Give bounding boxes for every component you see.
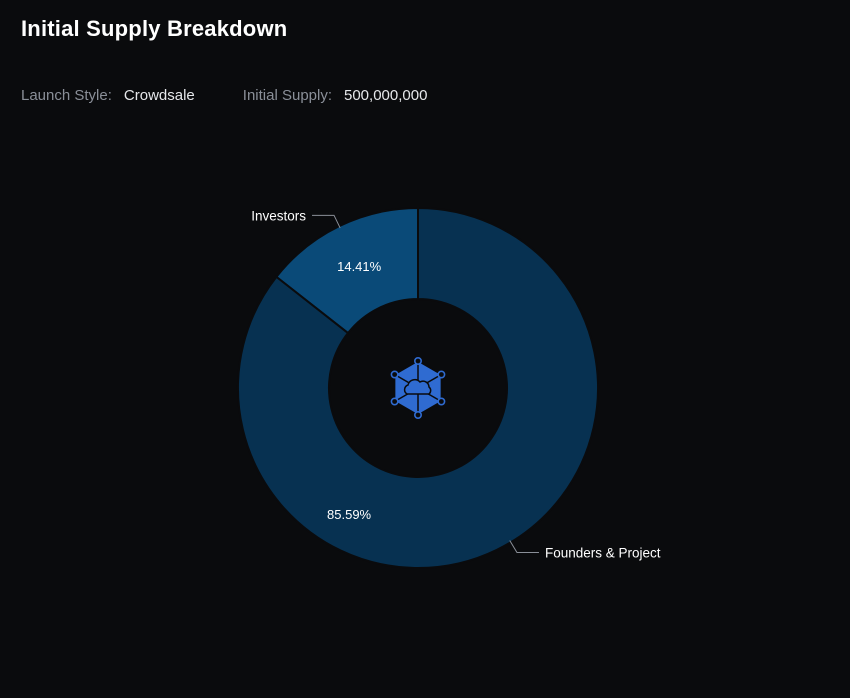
launch-style-label: Launch Style:: [21, 87, 112, 104]
slice-founders-project: [237, 206, 599, 569]
initial-supply-value: 500,000,000: [344, 87, 428, 104]
slice-value-label-investors: 14.41%: [337, 259, 382, 274]
callout-label-investors: Investors: [251, 208, 306, 223]
page-title: Initial Supply Breakdown: [21, 16, 288, 41]
supply-meta: Launch Style: Crowdsale Initial Supply: …: [21, 87, 475, 104]
callout-line-investors: [312, 214, 341, 229]
slice-value-label-founders-project: 85.59%: [327, 507, 372, 522]
storj-hexagon-network-icon: [390, 356, 446, 419]
callout-line-founders-project: [509, 540, 539, 554]
launch-style-value: Crowdsale: [123, 87, 195, 104]
initial-supply-label: Initial Supply:: [242, 87, 332, 104]
callout-label-founders-project: Founders & Project: [545, 546, 661, 561]
